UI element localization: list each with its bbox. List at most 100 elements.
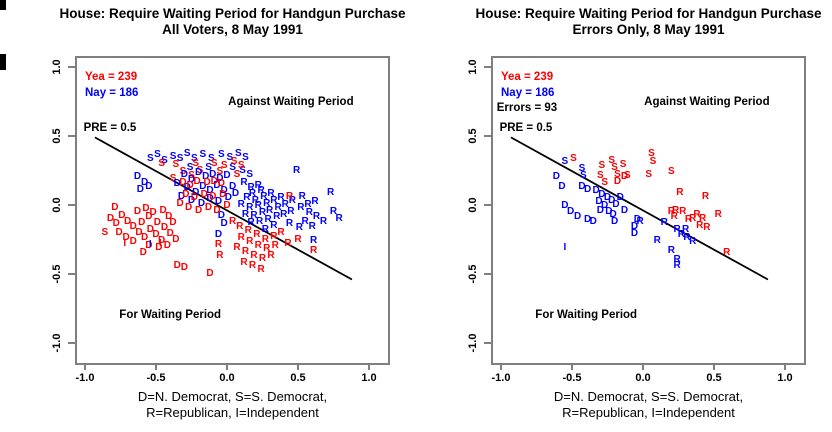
data-point: D [583,214,592,226]
data-point: R [236,221,244,233]
data-point: R [246,201,254,213]
data-point: R [246,236,254,248]
data-point: R [261,233,269,245]
data-point: D [217,178,225,190]
plot-box [75,56,390,365]
data-point: R [260,190,268,202]
data-point: D [187,174,196,186]
data-point: R [254,240,262,252]
x-tick-label: 0.0 [219,372,235,384]
data-point: D [616,192,624,204]
data-point: S [614,168,621,180]
data-point: D [169,216,177,228]
data-point: D [112,218,120,230]
data-point: R [311,196,319,208]
data-point: R [250,250,258,262]
data-point: R [254,179,262,191]
data-point: D [204,201,213,213]
data-point: R [277,192,285,204]
data-point: D [197,197,206,209]
data-point: D [194,204,203,216]
x-tick-mark [368,363,370,370]
data-point: S [146,153,154,165]
data-point: D [574,211,582,223]
data-point: R [670,211,678,223]
x-tick-label: -1.0 [491,372,511,384]
data-point: R [263,197,271,209]
data-point: R [679,205,687,217]
data-point: S [649,156,657,168]
x-axis-caption-line2: R=Republican, I=Independent [146,405,319,420]
legend-nay: Nay = 186 [85,87,139,100]
plot-title: House: Require Waiting Period for Handgu… [475,6,822,21]
data-point: S [179,165,187,177]
data-point: S [216,165,224,177]
data-point: D [185,201,193,213]
data-point: D [231,187,240,199]
data-point: D [133,171,142,183]
x-tick-mark [571,363,573,370]
screen-artifact [0,54,6,70]
data-point: R [274,201,282,213]
data-point: R [237,232,245,244]
data-point: D [578,181,586,193]
data-point: R [263,243,271,255]
legend-nay: Nay = 186 [501,87,555,100]
data-point: S [192,157,200,169]
x-tick-mark [642,363,644,370]
data-point: R [270,219,278,231]
data-point: S [169,172,177,184]
data-point: D [159,204,167,216]
data-point: S [229,161,237,173]
screen-artifact [0,0,6,10]
data-point: S [619,158,627,170]
data-point: R [285,190,294,202]
data-point: D [610,215,619,227]
data-point: R [298,190,306,202]
data-point: S [242,152,249,164]
data-point: R [684,214,693,226]
data-point: R [693,208,701,220]
data-point: D [219,189,227,201]
data-point: R [267,187,275,199]
data-point: S [186,161,194,173]
data-point: D [190,192,198,204]
plot-subtitle: Errors Only, 8 May 1991 [572,22,725,37]
data-point: S [230,156,238,168]
data-point: D [115,226,123,238]
data-point: D [180,168,189,180]
data-point: D [135,226,143,238]
data-point: D [608,194,616,206]
data-point: R [689,212,697,224]
data-point: S [208,153,215,165]
data-point: D [596,204,605,216]
data-point: D [173,178,181,190]
data-point: D [206,185,214,197]
data-point: R [667,205,676,217]
data-point: R [216,250,224,262]
data-point: D [166,227,174,239]
y-tick-mark [68,342,75,344]
annotation-label: Against Waiting Period [228,95,354,108]
data-point: S [196,164,204,176]
data-point: D [122,232,130,244]
data-point: S [648,147,655,159]
data-point: S [246,168,254,180]
data-point: D [138,216,146,228]
data-point: D [179,176,187,188]
data-point: S [237,160,245,172]
data-point: R [294,233,302,245]
data-point: S [570,153,577,165]
data-point: R [280,208,288,220]
data-point: R [253,229,261,241]
y-tick-label: 0.5 [467,128,479,144]
data-point: R [241,245,250,257]
data-point: D [145,211,153,223]
plot-panel-errors-only: House: Require Waiting Period for Handgu… [416,0,832,432]
data-point: D [214,196,223,208]
data-point: D [206,193,214,205]
data-point: D [141,232,149,244]
data-point: D [173,259,181,271]
data-point: I [148,239,152,251]
data-point: S [233,168,241,180]
